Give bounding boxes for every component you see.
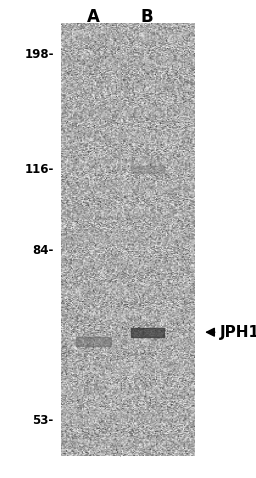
Text: A: A	[87, 8, 100, 26]
Text: 53-: 53-	[33, 414, 54, 427]
Text: 116-: 116-	[24, 163, 54, 176]
Text: 84-: 84-	[33, 244, 54, 258]
Text: B: B	[141, 8, 154, 26]
Text: 198-: 198-	[24, 48, 54, 62]
Text: JPH1: JPH1	[220, 325, 256, 340]
